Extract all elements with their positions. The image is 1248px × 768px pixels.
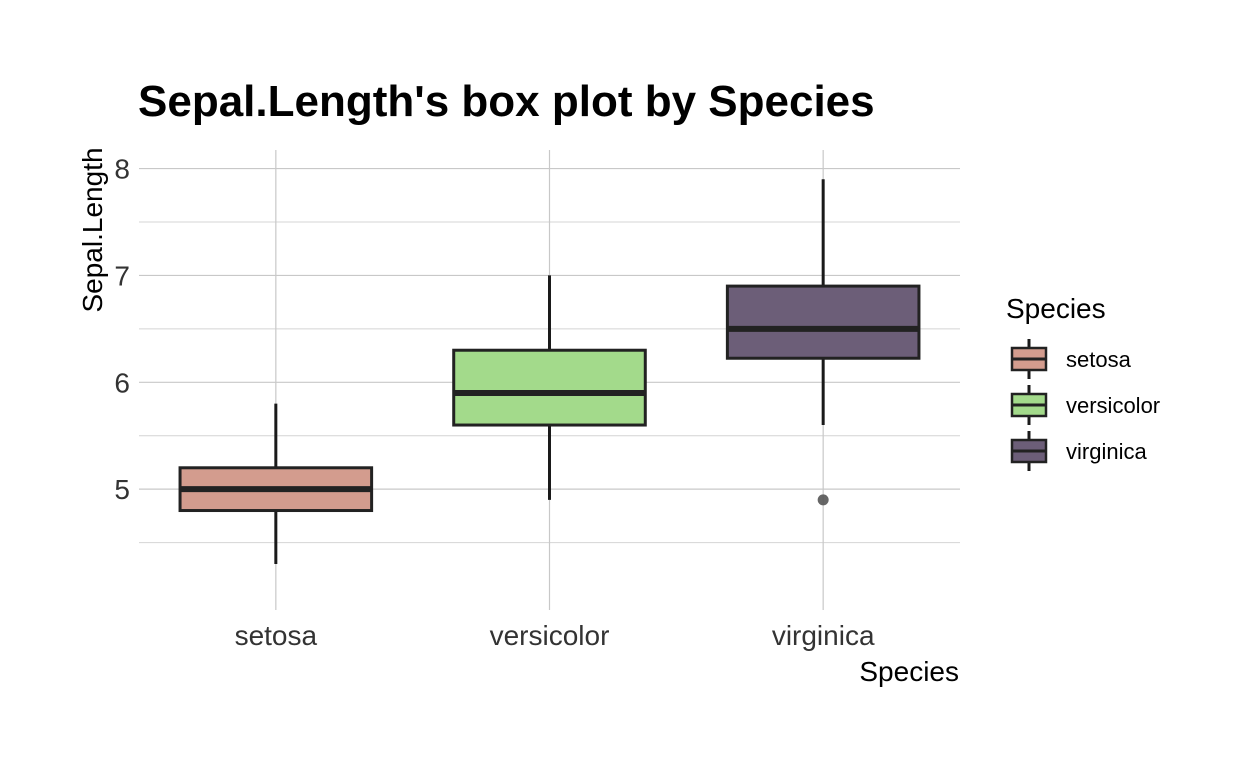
y-tick-label: 8 [114, 154, 130, 185]
x-axis-title: Species [859, 656, 959, 687]
legend-label-setosa: setosa [1066, 347, 1132, 372]
legend: Species setosa versicolor virginica [1006, 293, 1160, 471]
y-axis-title: Sepal.Length [77, 147, 108, 312]
outlier-point [817, 494, 829, 506]
legend-entries: setosa versicolor virginica [1010, 339, 1160, 471]
legend-label-virginica: virginica [1066, 439, 1147, 464]
x-tick-label-versicolor: versicolor [490, 620, 610, 651]
box-setosa [178, 403, 374, 564]
x-axis-ticks: setosa versicolor virginica [235, 620, 875, 651]
legend-entry-virginica: virginica [1010, 431, 1147, 471]
box-versicolor [452, 275, 647, 500]
y-tick-label: 5 [114, 474, 130, 505]
box-virginica [725, 179, 921, 506]
legend-title: Species [1006, 293, 1106, 324]
legend-entry-setosa: setosa [1010, 339, 1132, 379]
y-tick-label: 6 [114, 367, 130, 398]
box-iqr-virginica [725, 284, 921, 360]
x-tick-label-virginica: virginica [772, 620, 875, 651]
x-tick-label-setosa: setosa [235, 620, 318, 651]
box-iqr-versicolor [452, 348, 647, 427]
boxes [178, 179, 921, 564]
y-axis-ticks: 5 6 7 8 [114, 154, 130, 506]
legend-entry-versicolor: versicolor [1010, 385, 1160, 425]
legend-label-versicolor: versicolor [1066, 393, 1160, 418]
chart-title: Sepal.Length's box plot by Species [138, 77, 875, 126]
y-tick-label: 7 [114, 260, 130, 291]
